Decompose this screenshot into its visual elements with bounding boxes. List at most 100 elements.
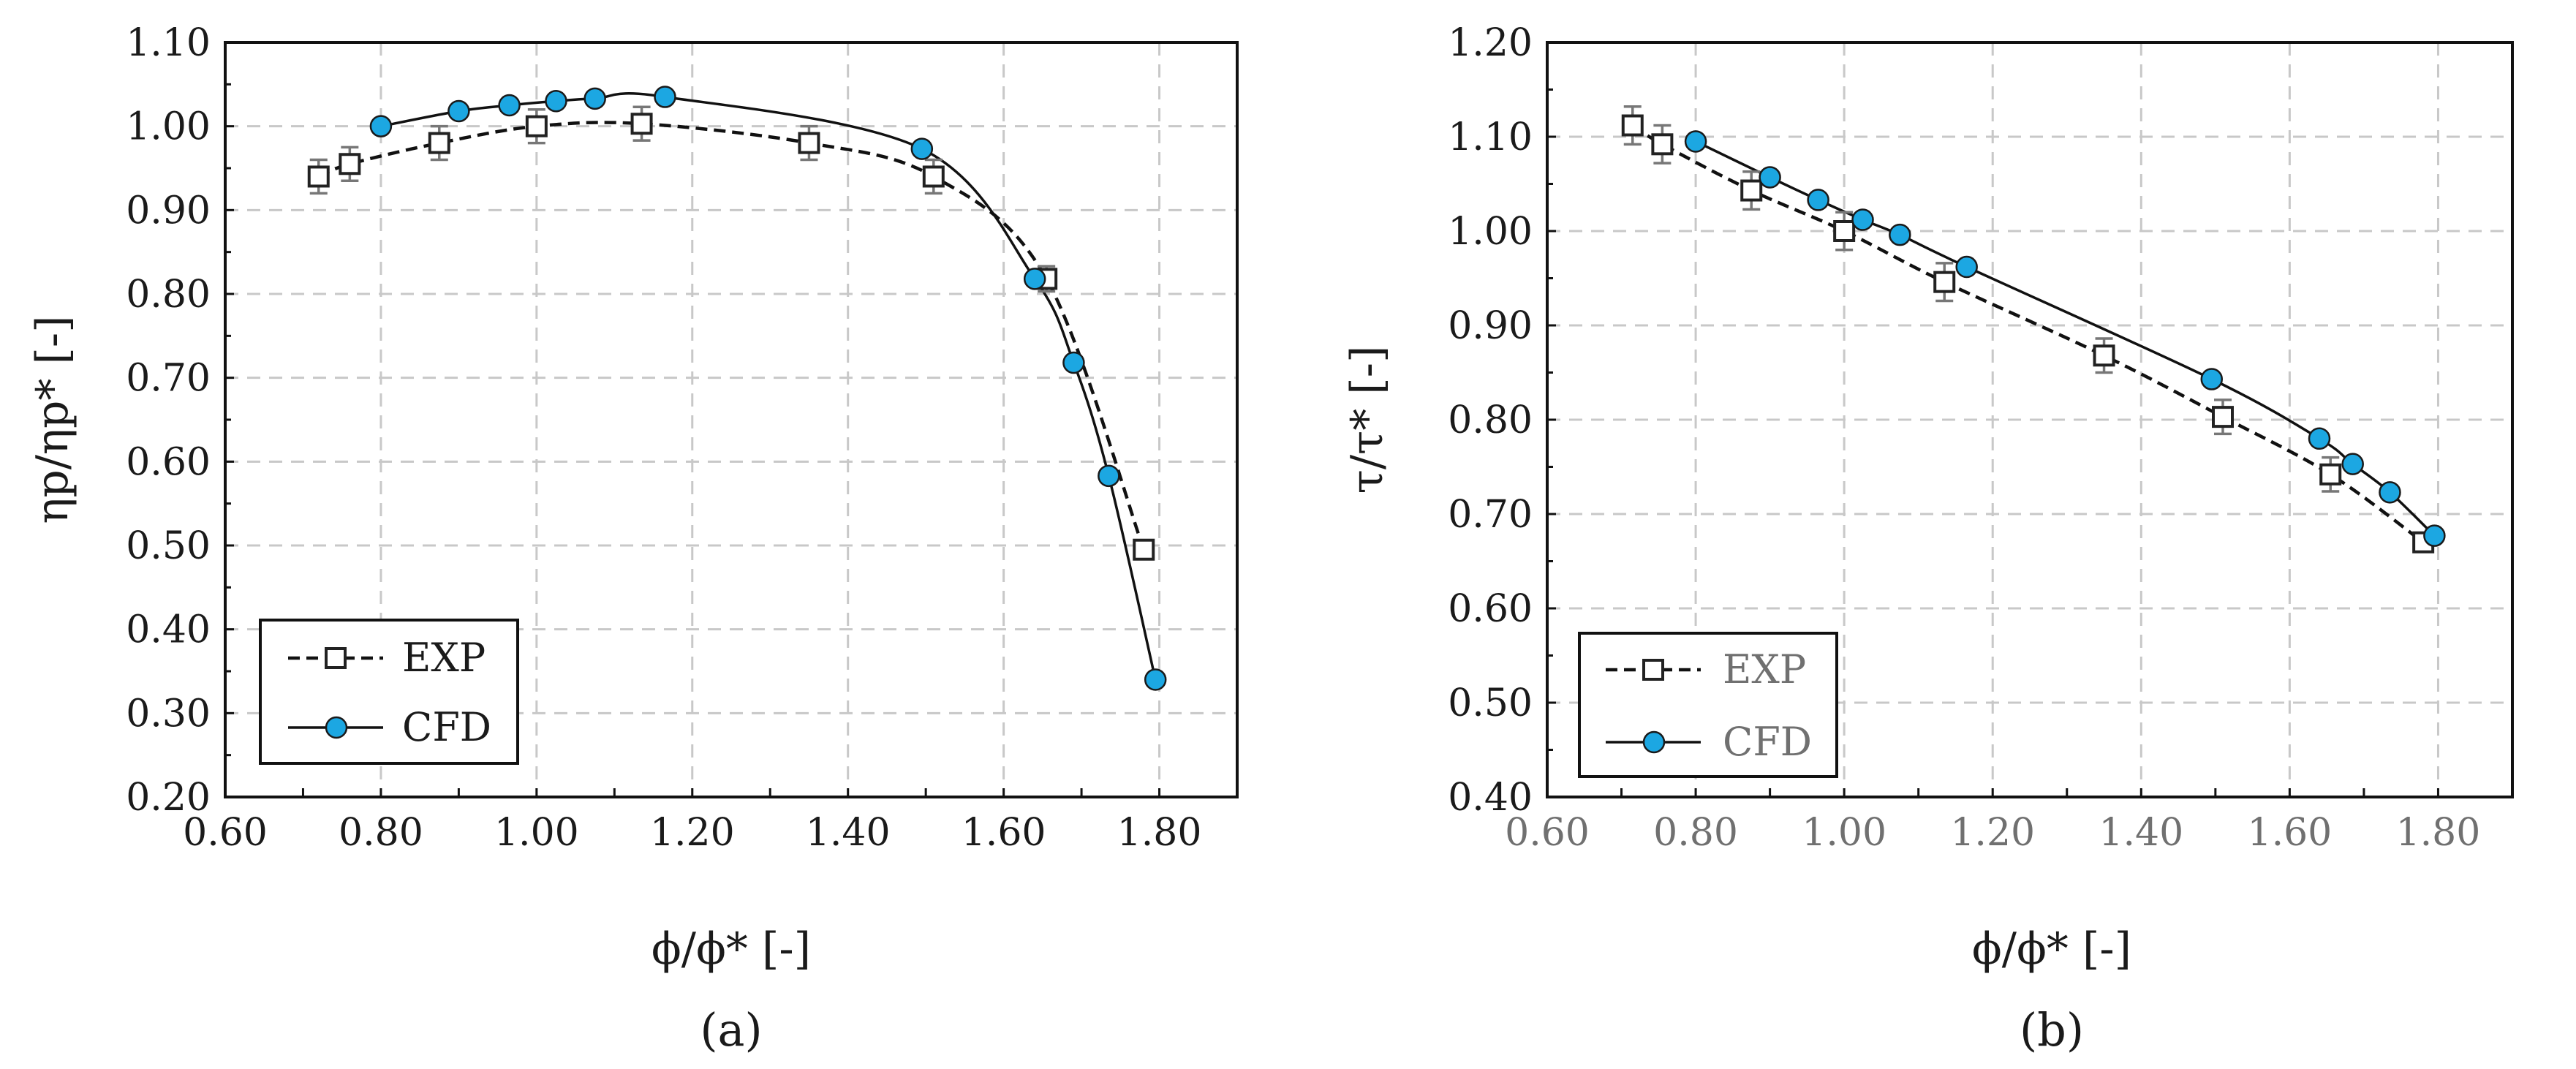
x-tick-label: 1.20: [1950, 811, 2035, 855]
cfd-point: [2423, 524, 2446, 547]
cfd-point: [1144, 668, 1167, 691]
y-tick-label: 0.90: [126, 189, 211, 233]
cfd-point: [2379, 481, 2401, 504]
y-tick-label: 1.10: [1448, 116, 1533, 159]
cfd-point: [498, 94, 521, 117]
cfd-point: [2341, 453, 2364, 475]
cfd-point: [1851, 208, 1874, 231]
legend-exp-label-b: EXP: [1723, 646, 1806, 692]
x-tick-label: 1.80: [1117, 811, 1202, 855]
cfd-point: [1098, 464, 1120, 488]
legend-exp-marker-b: [1642, 659, 1664, 681]
legend-cfd-label-a: CFD: [402, 704, 491, 750]
legend-cfd-marker-a: [325, 716, 348, 739]
exp-point: [1651, 133, 1674, 156]
y-axis-label-b: τ/τ* [-]: [1342, 346, 1393, 494]
legend-exp-marker-a: [325, 647, 347, 669]
exp-point: [1621, 114, 1644, 137]
cfd-point: [583, 87, 606, 110]
exp-point: [2093, 344, 2115, 367]
x-tick-label: 1.60: [2247, 811, 2332, 855]
y-tick-label: 0.40: [1448, 776, 1533, 820]
exp-point: [1933, 271, 1956, 293]
caption-a: (a): [700, 1003, 762, 1057]
y-tick-label: 0.60: [126, 440, 211, 484]
cfd-point: [1684, 130, 1707, 153]
x-tick-label: 1.40: [806, 811, 891, 855]
x-tick-label: 0.60: [1505, 811, 1590, 855]
cfd-point: [1062, 351, 1085, 374]
y-tick-label: 0.80: [1448, 398, 1533, 442]
grid-a: [225, 42, 1237, 797]
cfd-point: [2308, 427, 2331, 450]
legend-box-b: [1578, 632, 1838, 778]
y-tick-label: 0.20: [126, 776, 211, 820]
y-tick-label: 0.40: [126, 608, 211, 652]
x-tick-label: 1.20: [650, 811, 735, 855]
y-tick-label: 0.80: [126, 273, 211, 317]
x-tick-label: 0.80: [339, 811, 423, 855]
exp-point: [2319, 463, 2342, 486]
y-tick-label: 0.90: [1448, 304, 1533, 348]
legend-exp-label-a: EXP: [402, 635, 486, 681]
x-axis-label-b: ϕ/ϕ* [-]: [1972, 923, 2131, 975]
series-lines-a: [317, 92, 1157, 680]
cfd-point: [1759, 166, 1781, 189]
exp-point: [2212, 406, 2234, 428]
chart-panel-a: 0.60 0.80 1.00 1.20 1.40 1.60 1.80 0.20 0.30 0.40…: [27, 21, 1239, 1057]
exp-point: [307, 165, 330, 188]
x-tick-label: 1.00: [494, 811, 579, 855]
x-tick-label: 1.80: [2396, 811, 2481, 855]
x-tick-label: 1.60: [962, 811, 1046, 855]
exp-point: [1833, 220, 1856, 242]
tick-labels-b: 0.60 0.80 1.00 1.20 1.40 1.60 1.80 0.40 0.50 0.60…: [1448, 21, 2514, 855]
chart-panel-b: 0.60 0.80 1.00 1.20 1.40 1.60 1.80 0.40 0.50 0.60…: [1342, 21, 2514, 1057]
series-line-exp: [1631, 124, 2425, 544]
cfd-point: [1023, 268, 1046, 290]
exp-point: [525, 115, 548, 137]
exp-point: [1133, 538, 1155, 561]
y-tick-label: 0.50: [1448, 681, 1533, 725]
exp-point: [798, 132, 820, 154]
legend-b: EXP CFD: [1578, 632, 1838, 778]
y-tick-label: 0.30: [126, 692, 211, 736]
markers-b: [1621, 105, 2446, 554]
cfd-point: [447, 99, 470, 123]
y-axis-label-a: ηp/ηp* [-]: [27, 315, 78, 524]
y-tick-label: 1.00: [1448, 210, 1533, 254]
series-line-cfd: [380, 92, 1157, 680]
tick-labels-a: 0.60 0.80 1.00 1.20 1.40 1.60 1.80 0.20 0.30 0.40…: [126, 21, 1239, 855]
markers-a: [307, 86, 1167, 691]
x-tick-label: 0.60: [183, 811, 268, 855]
legend-a: EXP CFD: [259, 619, 519, 765]
exp-point: [1740, 179, 1763, 202]
y-tick-label: 0.70: [1448, 493, 1533, 537]
y-tick-label: 0.60: [1448, 587, 1533, 631]
legend-box-a: [259, 619, 519, 765]
legend-cfd-label-b: CFD: [1723, 719, 1812, 765]
cfd-point: [2200, 368, 2224, 390]
cfd-point: [1807, 189, 1829, 211]
x-axis-label-a: ϕ/ϕ* [-]: [651, 923, 811, 975]
x-tick-label: 1.40: [2099, 811, 2183, 855]
cfd-point: [1955, 255, 1978, 279]
caption-b: (b): [2020, 1003, 2084, 1057]
exp-point: [630, 113, 653, 135]
y-tick-label: 0.50: [126, 524, 211, 568]
exp-point: [428, 132, 450, 154]
y-tick-label: 1.20: [1448, 21, 1533, 65]
cfd-point: [1889, 223, 1911, 246]
cfd-point: [545, 90, 567, 113]
exp-point: [339, 153, 361, 175]
cfd-point: [910, 137, 934, 160]
y-tick-label: 1.10: [126, 21, 211, 65]
y-tick-label: 1.00: [126, 105, 211, 149]
x-tick-label: 1.00: [1802, 811, 1886, 855]
exp-point: [922, 165, 945, 188]
series-line-exp: [317, 121, 1146, 551]
y-tick-label: 0.70: [126, 357, 211, 401]
x-tick-label: 0.80: [1653, 811, 1738, 855]
cfd-point: [654, 86, 676, 108]
legend-cfd-marker-b: [1642, 730, 1666, 754]
